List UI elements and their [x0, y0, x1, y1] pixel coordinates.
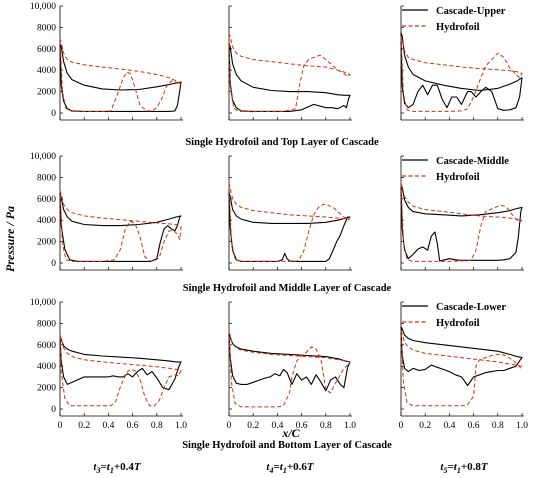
legend-layer: Cascade-Upper Hydrofoil Cascade-Middle Hydr… [402, 6, 509, 329]
legend-hydrofoil-label: Hydrofoil [436, 22, 480, 33]
y-tick-label: 8000 [37, 23, 56, 33]
y-tick-label: 8000 [37, 319, 56, 329]
legend-hydrofoil-label: Hydrofoil [436, 318, 480, 329]
x-tick-label: 1.0 [516, 421, 528, 431]
cascade-curve-bottom-2 [229, 334, 350, 391]
y-tick-label: 8000 [37, 173, 56, 183]
hydrofoil-curve-top-2 [229, 33, 350, 112]
hydrofoil-curve-middle-3 [401, 183, 522, 262]
x-tick-label: 1.0 [344, 421, 356, 431]
panel-middle-2 [229, 156, 352, 270]
y-tick-label: 0 [51, 259, 56, 269]
panel-bottom-2: 0 0.2 0.4 0.6 0.8 1.0 [227, 302, 357, 431]
cascade-curve-top-2 [229, 44, 350, 112]
x-tick-label: 0.2 [419, 421, 431, 431]
x-axis-label: x/C [281, 426, 300, 440]
y-tick-label: 4000 [37, 66, 56, 76]
legend-top: Cascade-Upper Hydrofoil [402, 6, 506, 33]
panel-middle-1: 0 2000 4000 6000 8000 10,000 [30, 152, 183, 270]
panel-top-2 [229, 6, 352, 120]
x-tick-label: 0.2 [247, 421, 259, 431]
y-tick-label: 10,000 [30, 298, 56, 308]
cascade-curve-bottom-3 [401, 327, 522, 386]
y-axis-label: Pressure / Pa [3, 206, 17, 272]
y-tick-label: 10,000 [30, 2, 56, 12]
y-tick-label: 6000 [37, 341, 56, 351]
x-tick-label: 0 [58, 421, 63, 431]
y-tick-label: 0 [51, 405, 56, 415]
cascade-curve-top-1 [60, 45, 181, 112]
panel-top-1: 0 2000 4000 6000 8000 10,000 [30, 2, 183, 120]
cascade-curve-bottom-1 [60, 337, 181, 389]
time-label-t4: t4=t1+0.6T [266, 461, 314, 475]
panel-bottom-1: 0 2000 4000 6000 8000 10,000 0 0.2 0.4 0.6 0.8 1.0 [30, 298, 187, 431]
legend-bottom: Cascade-Lower Hydrofoil [402, 302, 506, 329]
row-caption-bottom: Single Hydrofoil and Bottom Layer of Cas… [182, 440, 392, 451]
x-tick-label: 0.4 [443, 421, 455, 431]
cascade-curve-middle-2 [229, 192, 350, 261]
row-caption-middle: Single Hydrofoil and Middle Layer of Cas… [183, 283, 392, 294]
hydrofoil-curve-top-3 [401, 36, 522, 111]
x-tick-label: 0.8 [492, 421, 504, 431]
x-tick-label: 0.2 [78, 421, 90, 431]
y-tick-label: 4000 [37, 362, 56, 372]
x-tick-label: 0.8 [320, 421, 332, 431]
x-tick-label: 0.6 [468, 421, 480, 431]
cascade-curve-middle-1 [60, 193, 181, 261]
x-tick-label: 0.6 [127, 421, 139, 431]
legend-middle: Cascade-Middle Hydrofoil [402, 156, 509, 183]
y-tick-label: 10,000 [30, 152, 56, 162]
hydrofoil-curve-bottom-1 [60, 334, 181, 406]
legend-cascade-label: Cascade-Lower [436, 302, 506, 313]
y-tick-label: 2000 [37, 384, 56, 394]
time-label-t5: t5=t1+0.8T [440, 461, 488, 475]
hydrofoil-curve-bottom-2 [229, 332, 350, 407]
curves-layer [60, 33, 522, 407]
row-caption-top: Single Hydrofoil and Top Layer of Cascad… [185, 137, 379, 148]
x-tick-label: 0 [399, 421, 404, 431]
cascade-curve-top-3 [401, 33, 522, 111]
x-tick-label: 0 [227, 421, 232, 431]
x-tick-label: 0.8 [151, 421, 163, 431]
y-tick-label: 2000 [37, 88, 56, 98]
hydrofoil-curve-middle-2 [229, 183, 350, 262]
y-tick-label: 6000 [37, 45, 56, 55]
legend-cascade-label: Cascade-Middle [436, 156, 509, 167]
y-tick-label: 2000 [37, 238, 56, 248]
y-tick-label: 0 [51, 109, 56, 119]
y-tick-label: 4000 [37, 216, 56, 226]
legend-cascade-label: Cascade-Upper [436, 6, 506, 17]
x-tick-label: 1.0 [175, 421, 187, 431]
time-label-t3: t3=t1+0.4T [93, 461, 141, 475]
axes-layer: 0 2000 4000 6000 8000 10,000 0 2000 4000 6000 8000… [30, 2, 528, 431]
legend-hydrofoil-label: Hydrofoil [436, 172, 480, 183]
x-tick-label: 0.4 [102, 421, 114, 431]
y-tick-label: 6000 [37, 195, 56, 205]
hydrofoil-curve-top-1 [60, 38, 181, 111]
cascade-curve-middle-3 [401, 184, 522, 261]
